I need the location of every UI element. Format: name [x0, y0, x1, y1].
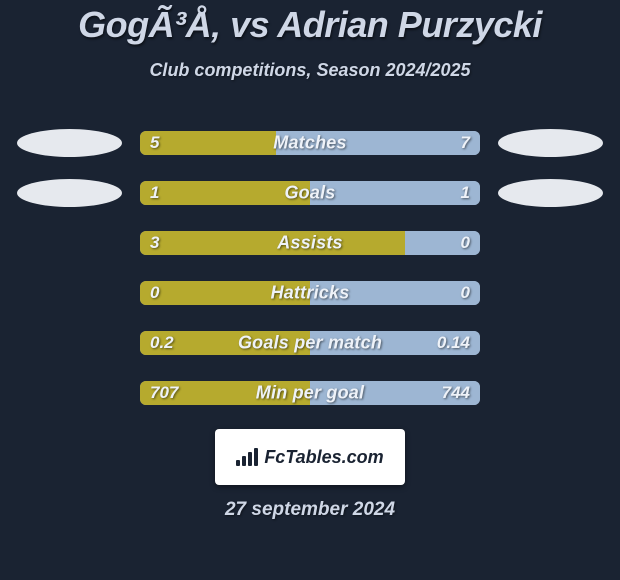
- subtitle: Club competitions, Season 2024/2025: [0, 60, 620, 81]
- left-value: 707: [150, 383, 178, 403]
- right-value: 0: [461, 283, 470, 303]
- left-value: 3: [150, 233, 159, 253]
- stat-row: Min per goal707 744: [0, 379, 620, 407]
- stat-row: Assists3 0: [0, 229, 620, 257]
- left-value: 0: [150, 283, 159, 303]
- right-spacer: [498, 379, 603, 407]
- right-value: 744: [442, 383, 470, 403]
- stat-bar: Matches5 7: [140, 131, 480, 155]
- stats-list: Matches57Goals11Assists30Hattricks00Goal…: [0, 129, 620, 407]
- stat-row: Goals1 1: [0, 179, 620, 207]
- fctables-logo[interactable]: FcTables.com: [215, 429, 405, 485]
- left-spacer: [17, 279, 122, 307]
- left-value: 1: [150, 183, 159, 203]
- right-value: 1: [461, 183, 470, 203]
- stat-row: Goals per match0.2 0.14: [0, 329, 620, 357]
- stat-bar: Min per goal707 744: [140, 381, 480, 405]
- left-spacer: [17, 229, 122, 257]
- right-ellipse: [498, 129, 603, 157]
- bar-chart-icon: [236, 448, 258, 466]
- stat-bar: Goals per match0.2 0.14: [140, 331, 480, 355]
- stat-label: Min per goal: [140, 383, 480, 404]
- right-ellipse: [498, 179, 603, 207]
- date-label: 27 september 2024: [0, 499, 620, 521]
- stat-label: Hattricks: [140, 283, 480, 304]
- stat-label: Goals per match: [140, 333, 480, 354]
- left-ellipse: [17, 129, 122, 157]
- right-spacer: [498, 279, 603, 307]
- stat-bar: Hattricks0 0: [140, 281, 480, 305]
- left-value: 0.2: [150, 333, 174, 353]
- stat-label: Assists: [140, 233, 480, 254]
- stat-label: Matches: [140, 133, 480, 154]
- stat-bar: Assists3 0: [140, 231, 480, 255]
- right-value: 0.14: [437, 333, 470, 353]
- right-value: 0: [461, 233, 470, 253]
- left-spacer: [17, 379, 122, 407]
- stat-label: Goals: [140, 183, 480, 204]
- stat-bar: Goals1 1: [140, 181, 480, 205]
- left-ellipse: [17, 179, 122, 207]
- right-spacer: [498, 329, 603, 357]
- left-value: 5: [150, 133, 159, 153]
- stat-row: Matches5 7: [0, 129, 620, 157]
- right-value: 7: [461, 133, 470, 153]
- stat-row: Hattricks0 0: [0, 279, 620, 307]
- logo-text: FcTables.com: [264, 447, 383, 468]
- right-spacer: [498, 229, 603, 257]
- page-title: GogÃ³Å‚ vs Adrian Purzycki: [0, 4, 620, 46]
- left-spacer: [17, 329, 122, 357]
